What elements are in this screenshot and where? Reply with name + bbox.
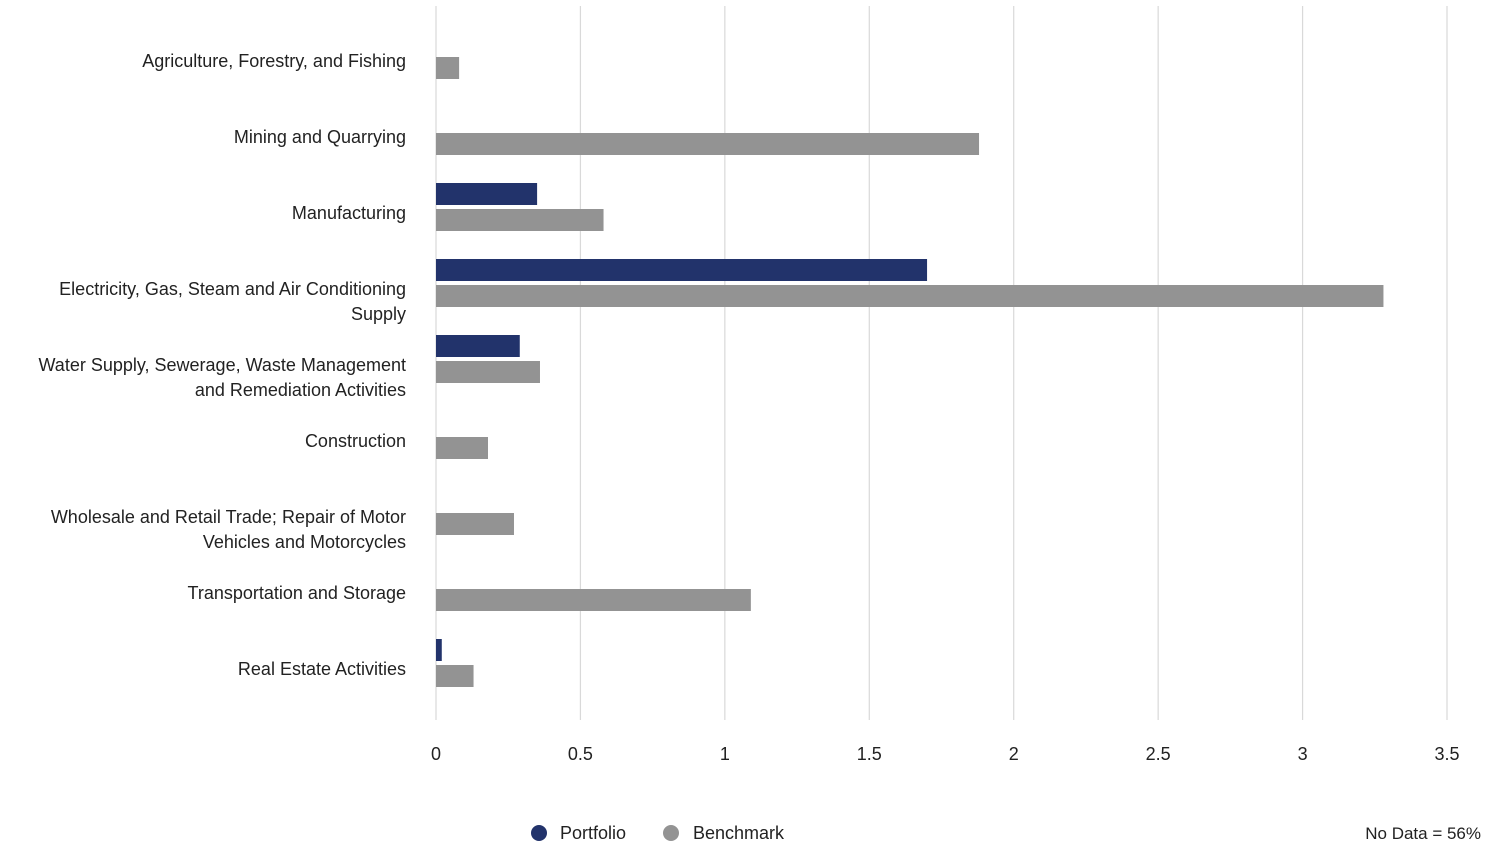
category-label-line: Transportation and Storage xyxy=(188,583,406,603)
x-tick-label: 2 xyxy=(1009,744,1019,764)
category-labels: Agriculture, Forestry, and Fishing Mining… xyxy=(38,51,406,679)
x-tick-label: 2.5 xyxy=(1146,744,1171,764)
category-label-line: Mining and Quarrying xyxy=(234,127,406,147)
category-label-line: Construction xyxy=(305,431,406,451)
category-label: Water Supply, Sewerage, Waste Management… xyxy=(38,355,406,400)
portfolio-bar xyxy=(436,259,928,281)
category-label-line: Manufacturing xyxy=(292,203,406,223)
x-tick-label: 1.5 xyxy=(857,744,882,764)
category-label-line: Electricity, Gas, Steam and Air Conditio… xyxy=(59,279,406,299)
category-label: Mining and Quarrying xyxy=(234,127,406,147)
category-label: Agriculture, Forestry, and Fishing xyxy=(142,51,406,71)
category-label: Electricity, Gas, Steam and Air Conditio… xyxy=(59,279,406,324)
category-label-line: Agriculture, Forestry, and Fishing xyxy=(142,51,406,71)
category-label: Wholesale and Retail Trade; Repair of Mo… xyxy=(51,507,406,552)
category-label: Real Estate Activities xyxy=(238,659,406,679)
legend-portfolio-label: Portfolio xyxy=(560,823,626,843)
benchmark-bar xyxy=(436,285,1384,307)
grid-lines xyxy=(435,6,1448,720)
x-tick-label: 0.5 xyxy=(568,744,593,764)
legend-portfolio-marker xyxy=(531,825,547,841)
x-tick-label: 3.5 xyxy=(1434,744,1459,764)
x-tick-label: 0 xyxy=(431,744,441,764)
benchmark-bar xyxy=(436,513,514,535)
legend: Portfolio Benchmark xyxy=(531,823,785,843)
category-label: Transportation and Storage xyxy=(188,583,406,603)
benchmark-bar xyxy=(436,209,604,231)
category-label: Manufacturing xyxy=(292,203,406,223)
benchmark-bar xyxy=(436,589,751,611)
portfolio-bar xyxy=(436,335,520,357)
benchmark-bar xyxy=(436,665,474,687)
bars xyxy=(436,57,1384,687)
category-label-line: Vehicles and Motorcycles xyxy=(203,532,406,552)
benchmark-bar xyxy=(436,361,540,383)
legend-benchmark-marker xyxy=(663,825,679,841)
category-label-line: Real Estate Activities xyxy=(238,659,406,679)
no-data-note: No Data = 56% xyxy=(1365,824,1481,843)
x-axis-ticks: 0 0.5 1 1.5 2 2.5 3 3.5 xyxy=(431,744,1460,764)
benchmark-bar xyxy=(436,57,460,79)
category-label-line: and Remediation Activities xyxy=(195,380,406,400)
category-label-line: Wholesale and Retail Trade; Repair of Mo… xyxy=(51,507,406,527)
category-label-line: Supply xyxy=(351,304,406,324)
portfolio-bar xyxy=(436,639,442,661)
benchmark-bar xyxy=(436,437,488,459)
category-label: Construction xyxy=(305,431,406,451)
portfolio-bar xyxy=(436,183,538,205)
category-label-line: Water Supply, Sewerage, Waste Management xyxy=(38,355,406,375)
x-tick-label: 3 xyxy=(1298,744,1308,764)
benchmark-bar xyxy=(436,133,980,155)
x-tick-label: 1 xyxy=(720,744,730,764)
legend-benchmark-label: Benchmark xyxy=(693,823,785,843)
